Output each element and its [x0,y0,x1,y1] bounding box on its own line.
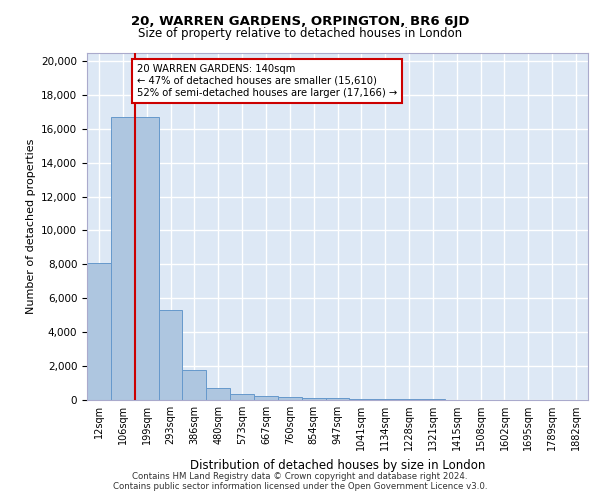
Bar [254,396,278,400]
Text: Size of property relative to detached houses in London: Size of property relative to detached ho… [138,28,462,40]
Bar [278,397,302,400]
Bar [349,399,373,400]
Bar [230,394,254,400]
Bar [87,262,111,400]
Y-axis label: Number of detached properties: Number of detached properties [26,138,35,314]
Bar [302,398,326,400]
Text: Contains public sector information licensed under the Open Government Licence v3: Contains public sector information licen… [113,482,487,491]
Text: 20 WARREN GARDENS: 140sqm
← 47% of detached houses are smaller (15,610)
52% of s: 20 WARREN GARDENS: 140sqm ← 47% of detac… [137,64,397,98]
Bar [373,399,397,400]
Bar [111,117,135,400]
Text: 20, WARREN GARDENS, ORPINGTON, BR6 6JD: 20, WARREN GARDENS, ORPINGTON, BR6 6JD [131,15,469,28]
Bar [135,117,158,400]
Bar [326,398,349,400]
Bar [182,370,206,400]
Bar [158,310,182,400]
Text: Contains HM Land Registry data © Crown copyright and database right 2024.: Contains HM Land Registry data © Crown c… [132,472,468,481]
Bar [206,388,230,400]
X-axis label: Distribution of detached houses by size in London: Distribution of detached houses by size … [190,458,485,471]
Bar [397,399,421,400]
